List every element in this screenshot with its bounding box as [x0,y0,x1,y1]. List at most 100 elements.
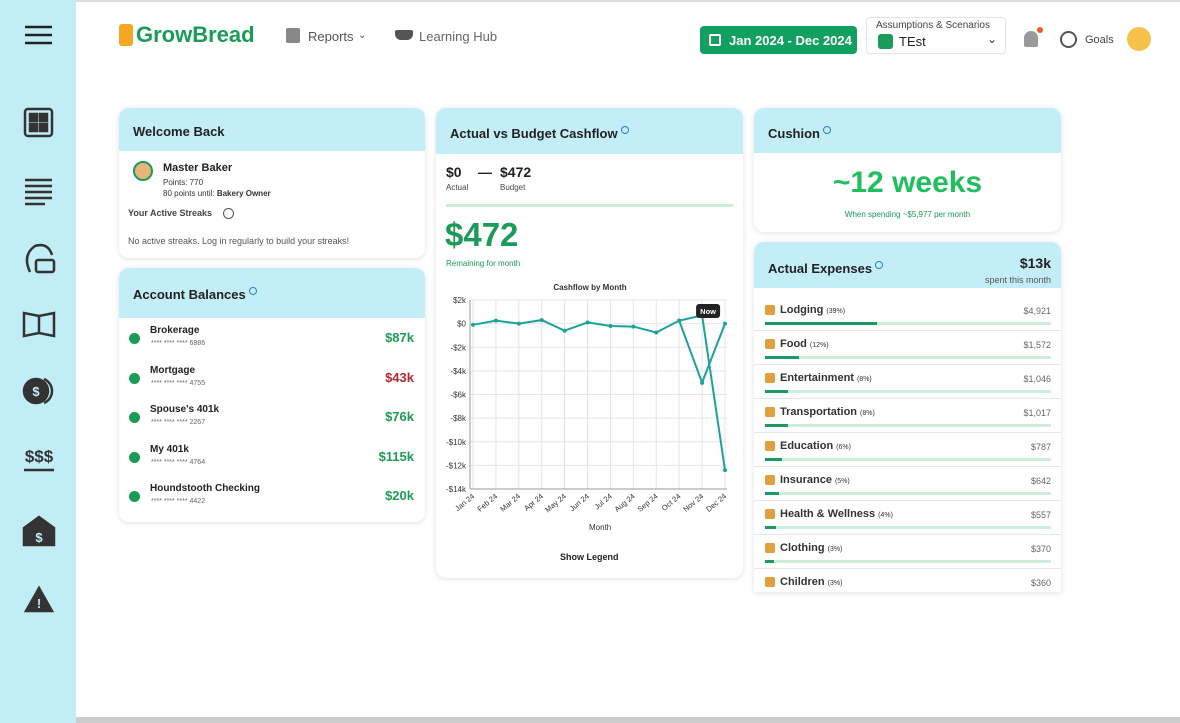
nav-book[interactable] [22,311,56,338]
welcome-card: Welcome Back Master Baker Points: 770 80… [119,108,425,258]
menu-button[interactable] [25,25,52,45]
actual-label: Actual [446,183,469,192]
category-amount: $4,921 [1023,306,1051,316]
account-number: **** **** **** 4755 [151,379,206,387]
y-tick-label: -$2k [450,343,467,352]
card-title: Account Balances [133,287,257,302]
progress-bar [765,492,780,495]
account-name: Spouse's 401k [150,404,220,415]
progress-bar [765,424,788,427]
info-icon[interactable] [823,126,831,134]
account-number: **** **** **** 4764 [151,458,206,466]
category-percent: (3%) [827,580,843,587]
category: Children (3%) [780,576,842,588]
cushion-note: When spending ~$5,977 per month [844,210,971,219]
hub-icon [395,30,413,40]
remaining-label: Remaining for month [446,259,521,268]
category-amount: $1,017 [1023,408,1051,418]
progress-track [765,458,1051,461]
nav-money-head[interactable] [25,243,56,274]
info-icon[interactable] [875,261,884,269]
bank-sign: $ [35,530,43,545]
card-header [754,108,1061,153]
info-icon[interactable] [620,126,629,134]
coin-sign: $ [32,384,40,399]
category-icon [765,339,775,349]
date-range: Jan 2024 - Dec 2024 [729,33,852,48]
account-name: Mortgage [150,364,195,376]
top-border [0,0,1180,2]
data-point [562,328,567,333]
expenses-card: Actual Expenses $13k spent this month Lo… [754,242,1061,592]
data-point [631,324,636,329]
date-range-button[interactable]: Jan 2024 - Dec 2024 [700,26,857,54]
actual-value: $0 [446,164,462,180]
data-point [539,318,544,323]
x-tick-label: Jan 24 [453,492,476,513]
category-amount: $360 [1030,578,1051,588]
category-icon [765,407,775,417]
progress-track [765,390,1051,393]
category-percent: (39%) [826,308,846,315]
category-amount: $370 [1030,544,1051,554]
nav-learning-hub[interactable]: Learning Hub [419,29,498,44]
x-tick-label: May 24 [543,492,568,515]
y-tick-label: -$6k [450,391,467,400]
streaks-help[interactable] [223,208,234,219]
category-amount: $787 [1030,442,1051,452]
expenses-total: $13k [1019,255,1051,271]
data-point [585,320,590,325]
streaks-empty: No active streaks. Log in regularly to b… [128,236,350,246]
balances-card: Account Balances Brokerage **** **** ****… [119,268,425,522]
row-divider [754,534,1061,535]
x-tick-label: Aug 24 [613,492,637,514]
category: Health & Wellness (4%) [780,508,893,520]
account-name: Houndstooth Checking [150,483,260,494]
scenario-select[interactable]: Assumptions & Scenarios TEst ⌄ [866,17,1006,54]
next-level: 80 points until: Bakery Owner [163,189,271,198]
category-percent: (5%) [834,478,850,485]
title-text: Cushion [768,126,820,141]
notifications[interactable] [1024,31,1038,47]
check-icon [129,412,140,423]
nav-bank[interactable] [22,515,56,547]
check-icon [129,491,140,502]
logo[interactable]: GrowBread [136,22,255,47]
category-percent: (4%) [878,512,893,519]
scenario-icon [878,34,893,49]
category-icon [765,509,775,519]
progress-track [765,322,1051,325]
nav-reports[interactable]: Reports [308,29,354,44]
show-legend[interactable]: Show Legend [560,552,619,562]
category-percent: (12%) [809,342,829,349]
account-name: My 401k [150,443,189,455]
nav-coin[interactable] [22,377,54,405]
sidebar: $$$ $ $ ! [0,0,76,723]
series-line [472,314,726,471]
goals[interactable]: Goals [1085,34,1114,46]
title-text: Account Balances [133,287,246,302]
points: Points: 770 [163,178,204,187]
category-icon [765,543,775,553]
annotation: Now [700,307,716,316]
y-tick-label: -$10k [446,438,467,447]
progress-bar [765,356,800,359]
nav-list[interactable] [25,178,52,206]
row-divider [754,568,1061,569]
avatar[interactable] [1127,27,1151,51]
category-name: Children [780,576,825,588]
nav-alert[interactable] [23,585,55,613]
dollars-icon: $$$ [25,447,54,466]
x-tick-label: Jul 24 [593,492,614,512]
info-icon[interactable] [248,287,257,295]
card-title: Cushion [768,126,831,141]
data-point [608,323,613,328]
nav-dashboard[interactable] [23,107,54,138]
category-percent: (8%) [860,410,875,417]
card-header [119,268,425,318]
cushion-value: ~12 weeks [832,166,983,199]
account-amount: $43k [385,369,414,385]
cushion-card: Cushion ~12 weeks When spending ~$5,977 … [754,108,1061,232]
progress-track [765,424,1051,427]
